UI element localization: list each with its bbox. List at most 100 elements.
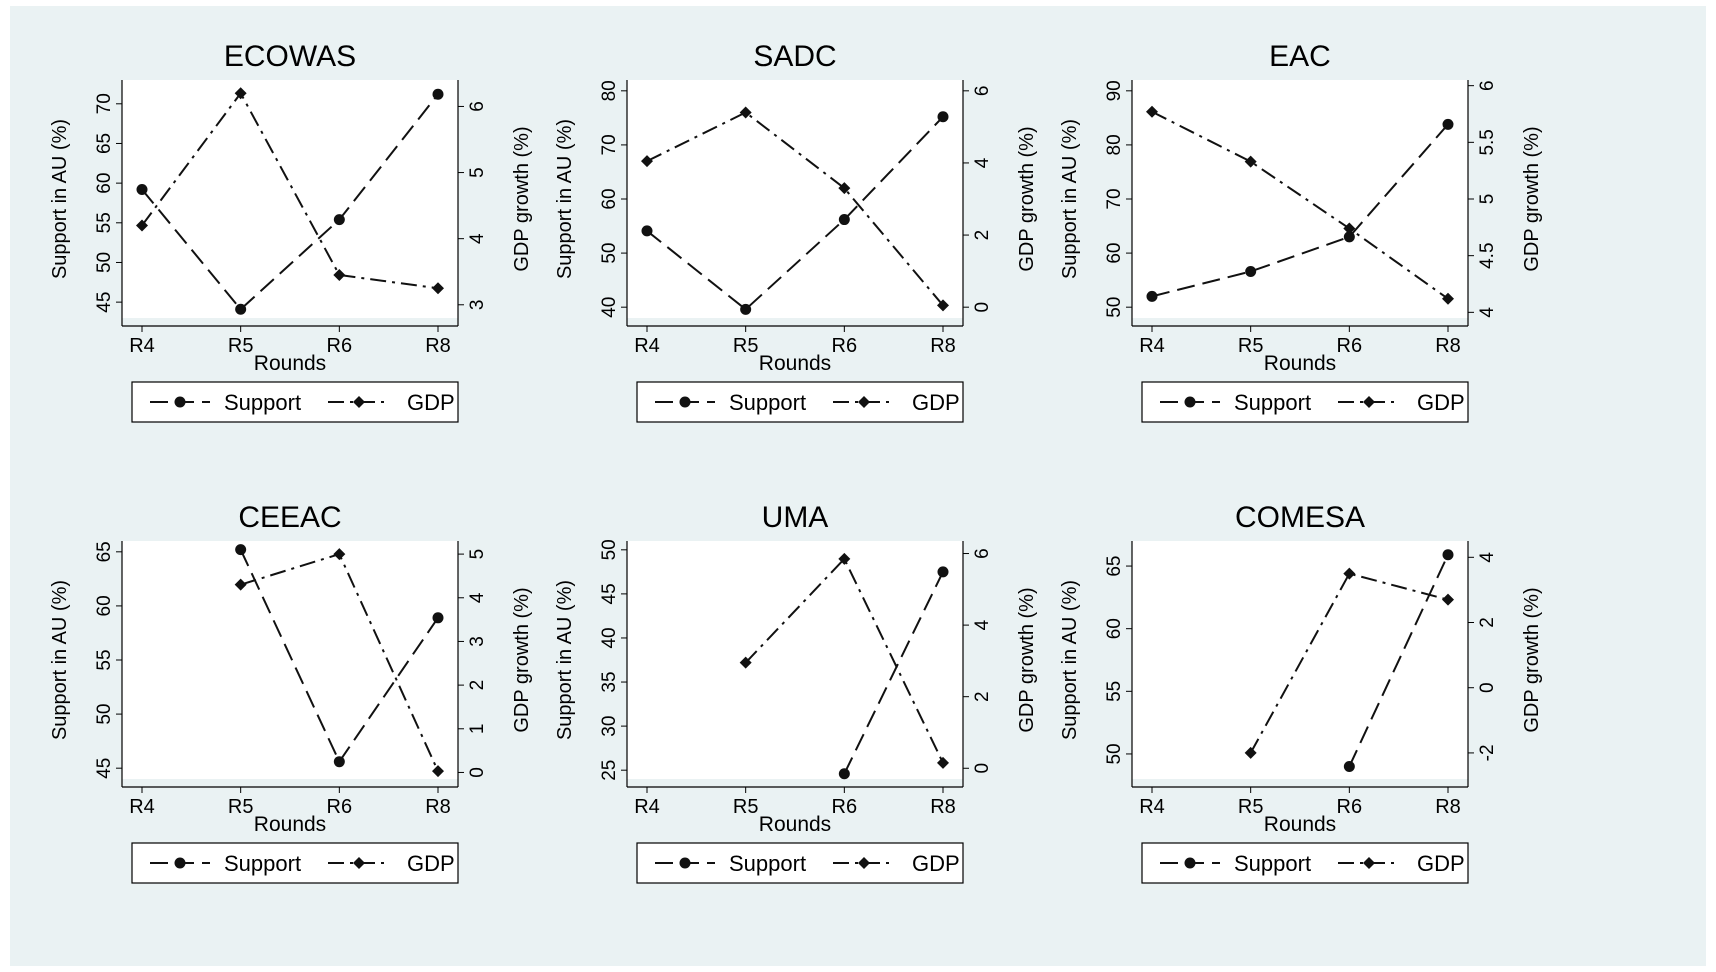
gdp-point xyxy=(739,656,752,669)
support-point xyxy=(838,768,850,780)
support-point xyxy=(740,303,752,315)
y2-tick-label: 1 xyxy=(467,723,488,734)
support-point xyxy=(333,214,345,226)
y2-tick-label: 6 xyxy=(972,548,993,559)
y-tick-label: 65 xyxy=(94,541,115,562)
y-tick-label: 50 xyxy=(94,252,115,273)
y-tick-label: 50 xyxy=(1104,297,1125,318)
y2-axis-title: GDP growth (%) xyxy=(1016,587,1038,732)
x-tick-label: R4 xyxy=(634,796,660,818)
panel-sadc: SADC 40 50 60 70 80 0 2 4 6 R4 R5 R6 R8 Rounds Support … xyxy=(554,40,1038,423)
y2-tick-label: 5 xyxy=(467,549,488,560)
x-tick-label: R4 xyxy=(634,335,660,357)
support-point xyxy=(1442,118,1454,130)
legend-gdp-label: GDP xyxy=(407,851,455,876)
support-point xyxy=(937,111,949,123)
y2-tick-label: 5 xyxy=(1477,194,1498,205)
y2-axis-title: GDP growth (%) xyxy=(1521,587,1543,732)
series-line-support xyxy=(1348,554,1449,767)
y-axis-title: Support in AU (%) xyxy=(554,119,576,279)
gdp-point xyxy=(432,282,444,295)
y-tick-label: 55 xyxy=(1104,681,1125,702)
y2-tick-label: 5.5 xyxy=(1477,129,1498,155)
gdp-point xyxy=(937,756,949,769)
support-point xyxy=(641,225,653,237)
x-tick-label: R4 xyxy=(129,335,155,357)
y2-axis-title: GDP growth (%) xyxy=(1521,126,1543,271)
legend: Support GDP xyxy=(636,381,964,423)
legend-gdp-marker xyxy=(1363,396,1375,408)
chart-title: ECOWAS xyxy=(224,40,356,73)
x-tick-label: R5 xyxy=(228,335,254,357)
y-tick-label: 25 xyxy=(599,760,620,781)
chart-title: EAC xyxy=(1269,40,1331,73)
legend-support-marker xyxy=(174,857,186,869)
y-tick-label: 40 xyxy=(599,627,620,648)
x-tick-label: R4 xyxy=(129,796,155,818)
support-point xyxy=(1343,231,1355,243)
legend-support-marker xyxy=(1184,857,1196,869)
support-point xyxy=(432,88,444,100)
gdp-point xyxy=(739,106,752,119)
gdp-point xyxy=(432,765,444,778)
y-tick-label: 35 xyxy=(599,671,620,692)
y-tick-label: 50 xyxy=(94,704,115,725)
y-tick-label: 55 xyxy=(94,212,115,233)
panel-uma: UMA 25 30 35 40 45 50 0 2 4 6 R4 R5 R6 R8 Rounds Support… xyxy=(554,501,1038,884)
y-tick-label: 60 xyxy=(599,188,620,209)
y-axis-title: Support in AU (%) xyxy=(1059,119,1081,279)
support-point xyxy=(333,756,345,768)
y2-tick-label: 2 xyxy=(972,230,993,241)
legend-gdp-label: GDP xyxy=(407,390,455,415)
x-tick-label: R6 xyxy=(1337,335,1363,357)
legend-support-marker xyxy=(679,857,691,869)
x-axis-title: Rounds xyxy=(759,813,831,836)
y-tick-label: 60 xyxy=(94,173,115,194)
gdp-point xyxy=(838,182,851,195)
x-tick-label: R4 xyxy=(1139,796,1165,818)
x-tick-label: R6 xyxy=(327,335,353,357)
legend-support-marker xyxy=(1184,396,1196,408)
y2-tick-label: 3 xyxy=(467,299,488,310)
y-axis-title: Support in AU (%) xyxy=(49,119,71,279)
x-axis-title: Rounds xyxy=(1264,352,1336,375)
x-tick-label: R5 xyxy=(1238,335,1264,357)
y2-tick-label: 0 xyxy=(1477,682,1498,693)
plot-area xyxy=(122,541,458,779)
x-tick-label: R8 xyxy=(1435,335,1461,357)
y-tick-label: 70 xyxy=(94,93,115,114)
y-tick-label: 45 xyxy=(94,292,115,313)
y2-tick-label: 0 xyxy=(972,302,993,313)
gdp-point xyxy=(1442,292,1454,305)
y2-tick-label: 6 xyxy=(467,101,488,112)
x-axis-title: Rounds xyxy=(254,813,326,836)
plot-area xyxy=(627,80,963,318)
x-tick-label: R6 xyxy=(832,796,858,818)
y-tick-label: 65 xyxy=(94,133,115,154)
gdp-point xyxy=(333,548,346,561)
legend: Support GDP xyxy=(1141,842,1469,884)
y-tick-label: 30 xyxy=(599,716,620,737)
x-tick-label: R6 xyxy=(832,335,858,357)
y2-axis-title: GDP growth (%) xyxy=(511,587,533,732)
x-tick-label: R5 xyxy=(733,796,759,818)
y2-axis-title: GDP growth (%) xyxy=(1016,126,1038,271)
legend-gdp-label: GDP xyxy=(912,851,960,876)
support-point xyxy=(136,183,148,195)
y-tick-label: 55 xyxy=(94,649,115,670)
y2-tick-label: 4 xyxy=(972,157,993,168)
y-tick-label: 60 xyxy=(1104,243,1125,264)
chart-title: SADC xyxy=(753,40,836,73)
x-axis-title: Rounds xyxy=(254,352,326,375)
chart-title: UMA xyxy=(762,501,829,534)
gdp-point xyxy=(234,87,247,100)
y2-tick-label: -2 xyxy=(1477,744,1498,761)
y-tick-label: 80 xyxy=(599,80,620,101)
gdp-point xyxy=(1244,155,1257,168)
legend-gdp-marker xyxy=(858,396,870,408)
support-point xyxy=(1146,290,1158,302)
x-tick-label: R8 xyxy=(930,335,956,357)
y-tick-label: 40 xyxy=(599,297,620,318)
y2-tick-label: 4 xyxy=(1477,552,1498,563)
